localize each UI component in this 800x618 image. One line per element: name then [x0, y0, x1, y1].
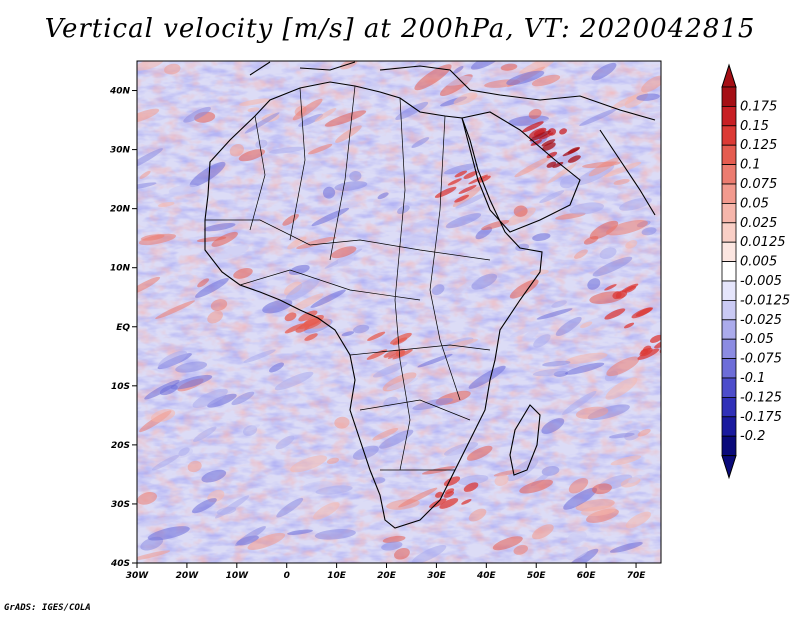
colorbar-swatch — [722, 145, 736, 164]
x-tick-label: 10E — [327, 571, 347, 581]
x-tick-label: 0 — [284, 571, 290, 581]
x-tick-label: 60E — [577, 571, 597, 581]
y-tick-label: EQ — [116, 323, 130, 333]
colorbar-label: 0.005 — [740, 255, 777, 270]
colorbar-swatch — [722, 359, 736, 378]
y-tick-label: 20N — [110, 205, 131, 215]
y-tick-label: 30S — [111, 500, 130, 510]
y-tick-label: 10S — [111, 382, 130, 392]
colorbar-swatch — [722, 339, 736, 358]
x-tick-label: 50E — [527, 571, 547, 581]
colorbar-label: -0.2 — [740, 429, 765, 444]
colorbar-label: 0.0125 — [740, 235, 786, 250]
x-tick-label: 20E — [377, 571, 397, 581]
colorbar-swatch — [722, 378, 736, 397]
colorbar-label: 0.1 — [740, 158, 761, 173]
colorbar-label: 0.125 — [740, 138, 777, 153]
colorbar-swatch — [722, 281, 736, 300]
y-tick-label: 40N — [109, 87, 131, 97]
y-tick-label: 30N — [110, 146, 131, 156]
colorbar-swatch — [722, 87, 736, 106]
colorbar-label: -0.025 — [740, 313, 782, 328]
colorbar-label: -0.1 — [740, 371, 765, 386]
colorbar-label: -0.075 — [740, 352, 782, 367]
colorbar-swatch — [722, 165, 736, 184]
colorbar-label: -0.005 — [740, 274, 782, 289]
colorbar-label: -0.175 — [740, 410, 782, 425]
colorbar-swatch — [722, 397, 736, 416]
colorbar-swatch — [722, 300, 736, 319]
colorbar-top-arrow — [722, 65, 736, 87]
x-tick-label: 10W — [226, 571, 250, 581]
colorbar: 0.175 0.15 0.125 0.1 0.075 0.05 0.025 0.0125 0.0… — [722, 65, 790, 478]
colorbar-swatch — [722, 262, 736, 281]
velocity-field — [120, 50, 677, 573]
colorbar-label: -0.125 — [740, 390, 782, 405]
y-tick-label: 20S — [111, 441, 130, 451]
x-tick-label: 70E — [627, 571, 647, 581]
colorbar-label: -0.05 — [740, 332, 774, 347]
x-tick-label: 30E — [427, 571, 447, 581]
colorbar-label: 0.175 — [740, 99, 777, 114]
y-tick-label: 10N — [110, 264, 131, 274]
colorbar-swatch — [722, 436, 736, 455]
colorbar-swatch — [722, 184, 736, 203]
colorbar-swatch — [722, 126, 736, 145]
colorbar-swatch — [722, 320, 736, 339]
credit-text: GrADS: IGES/COLA — [4, 603, 91, 613]
colorbar-label: 0.025 — [740, 216, 777, 231]
x-tick-label: 20W — [176, 571, 200, 581]
colorbar-label: 0.05 — [740, 196, 769, 211]
colorbar-swatch — [722, 417, 736, 436]
colorbar-swatch — [722, 223, 736, 242]
colorbar-label: -0.0125 — [740, 293, 790, 308]
y-tick-label: 40S — [110, 559, 130, 569]
colorbar-label: 0.075 — [740, 177, 777, 192]
colorbar-swatch — [722, 203, 736, 222]
colorbar-bottom-arrow — [722, 456, 736, 478]
y-axis: 40N 30N 20N 10N EQ 10S 20S 30S 40S — [109, 87, 137, 569]
colorbar-swatch — [722, 242, 736, 261]
x-tick-label: 40E — [476, 571, 497, 581]
x-tick-label: 30W — [126, 571, 150, 581]
x-axis: 30W 20W 10W 0 10E 20E 30E 40E 50E 60E 70E — [126, 563, 646, 581]
colorbar-swatch — [722, 106, 736, 125]
colorbar-label: 0.15 — [740, 119, 769, 134]
